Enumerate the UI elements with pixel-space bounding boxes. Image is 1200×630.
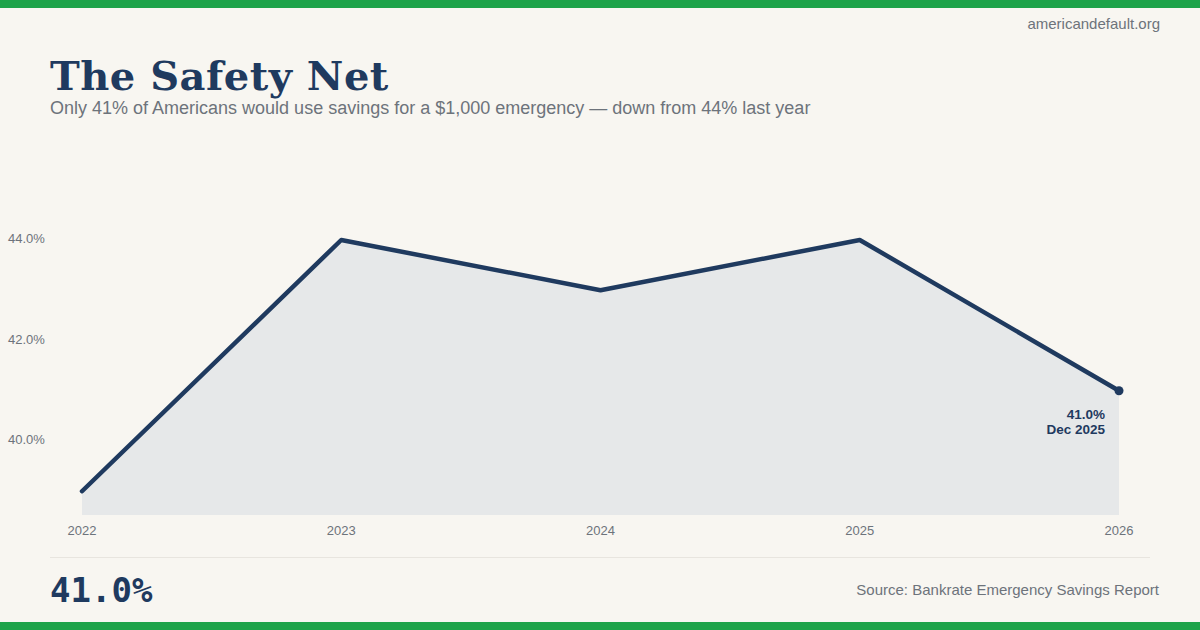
area-series [82,240,1119,515]
annotation-date: Dec 2025 [1046,422,1105,437]
x-tick-label: 2025 [820,523,900,538]
infographic-page: americandefault.org The Safety Net Only … [0,0,1200,630]
footer-divider [50,557,1150,558]
latest-value-annotation: 41.0% Dec 2025 [1046,407,1105,437]
x-tick-label: 2024 [561,523,641,538]
source-attribution: Source: Bankrate Emergency Savings Repor… [856,581,1159,598]
x-tick-label: 2026 [1079,523,1159,538]
end-point-dot [1115,386,1124,395]
bottom-accent-bar [0,622,1200,630]
y-tick-label: 42.0% [8,332,58,347]
y-tick-label: 40.0% [8,432,58,447]
headline-stat: 41.0% [50,570,152,610]
x-tick-label: 2023 [301,523,381,538]
annotation-value: 41.0% [1046,407,1105,422]
x-tick-label: 2022 [42,523,122,538]
y-tick-label: 44.0% [8,231,58,246]
